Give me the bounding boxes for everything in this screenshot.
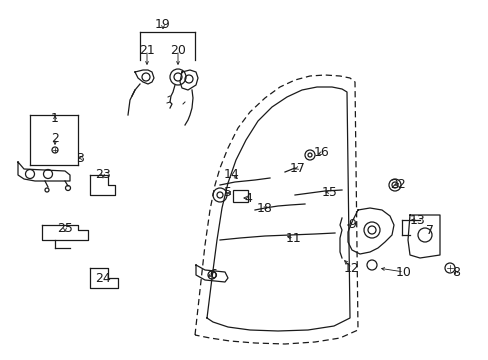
Text: 16: 16: [313, 147, 329, 159]
Text: 15: 15: [322, 185, 337, 198]
Text: 6: 6: [209, 267, 217, 280]
Text: 20: 20: [170, 44, 185, 57]
Text: 5: 5: [224, 186, 231, 199]
Text: 23: 23: [95, 168, 111, 181]
Text: 10: 10: [395, 266, 411, 279]
Text: 21: 21: [139, 44, 155, 57]
Text: 2: 2: [51, 131, 59, 144]
Text: 25: 25: [57, 221, 73, 234]
Text: 18: 18: [257, 202, 272, 215]
Text: 8: 8: [451, 266, 459, 279]
Text: 14: 14: [224, 167, 240, 180]
Text: 7: 7: [425, 224, 433, 237]
Text: 3: 3: [76, 152, 84, 165]
Text: 13: 13: [409, 213, 425, 226]
Text: 24: 24: [95, 271, 111, 284]
Text: 9: 9: [347, 219, 355, 231]
Text: 1: 1: [51, 112, 59, 125]
Bar: [232, 190, 247, 202]
Text: 17: 17: [289, 162, 305, 175]
Text: 11: 11: [285, 231, 301, 244]
Text: 22: 22: [389, 179, 405, 192]
Text: 19: 19: [155, 18, 170, 31]
Text: 4: 4: [244, 192, 251, 204]
Text: 12: 12: [344, 261, 359, 274]
